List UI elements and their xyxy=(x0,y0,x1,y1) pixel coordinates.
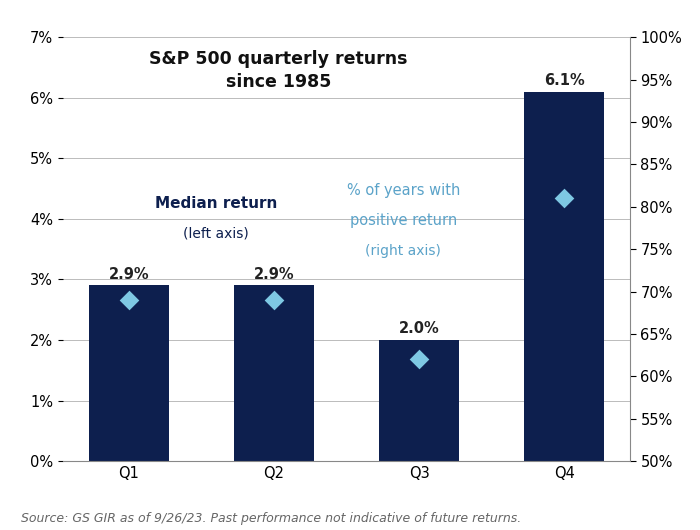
Text: positive return: positive return xyxy=(349,213,457,228)
Point xyxy=(268,296,279,304)
Text: % of years with: % of years with xyxy=(346,183,460,198)
Text: (left axis): (left axis) xyxy=(183,227,249,241)
Text: 2.0%: 2.0% xyxy=(399,321,440,337)
Text: (right axis): (right axis) xyxy=(365,244,441,258)
Point xyxy=(123,296,134,304)
Text: 6.1%: 6.1% xyxy=(544,73,584,88)
Text: 2.9%: 2.9% xyxy=(253,267,294,282)
Point xyxy=(559,194,570,202)
Point xyxy=(414,355,425,364)
Text: S&P 500 quarterly returns
since 1985: S&P 500 quarterly returns since 1985 xyxy=(149,50,407,91)
Bar xyxy=(89,286,169,461)
Bar xyxy=(524,92,604,461)
Text: Source: GS GIR as of 9/26/23. Past performance not indicative of future returns.: Source: GS GIR as of 9/26/23. Past perfo… xyxy=(21,511,522,525)
Bar xyxy=(379,340,459,461)
Text: Median return: Median return xyxy=(155,196,277,211)
Text: 2.9%: 2.9% xyxy=(108,267,149,282)
Bar xyxy=(234,286,314,461)
